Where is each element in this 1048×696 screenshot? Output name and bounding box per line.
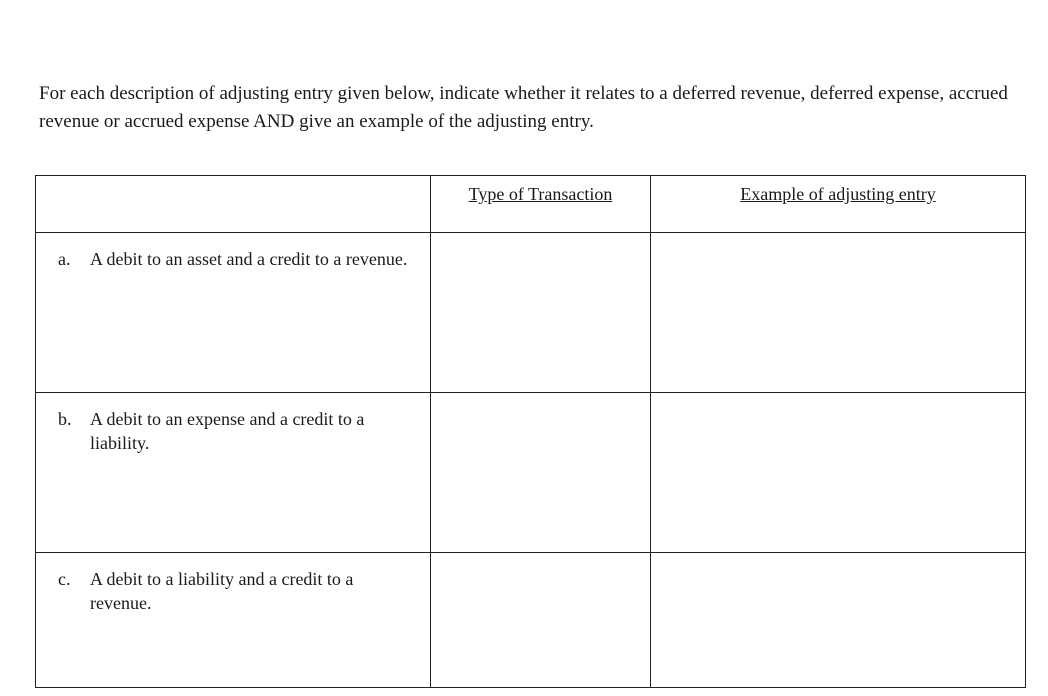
type-cell xyxy=(431,553,651,688)
table-header-row: Type of Transaction Example of adjusting… xyxy=(36,176,1026,233)
instructions-paragraph: For each description of adjusting entry … xyxy=(39,80,1013,135)
header-description xyxy=(36,176,431,233)
item-marker: a. xyxy=(58,247,76,271)
table-row: b. A debit to an expense and a credit to… xyxy=(36,393,1026,553)
description-cell: a. A debit to an asset and a credit to a… xyxy=(36,233,431,393)
header-type: Type of Transaction xyxy=(431,176,651,233)
header-example-label: Example of adjusting entry xyxy=(740,184,935,204)
example-cell xyxy=(651,233,1026,393)
header-type-label: Type of Transaction xyxy=(469,184,613,204)
item-text: A debit to an expense and a credit to a … xyxy=(90,407,418,456)
header-example: Example of adjusting entry xyxy=(651,176,1026,233)
adjusting-entries-table: Type of Transaction Example of adjusting… xyxy=(35,175,1026,688)
type-cell xyxy=(431,393,651,553)
type-cell xyxy=(431,233,651,393)
item-text: A debit to an asset and a credit to a re… xyxy=(90,247,418,271)
item-marker: c. xyxy=(58,567,76,591)
item-text: A debit to a liability and a credit to a… xyxy=(90,567,418,616)
description-cell: b. A debit to an expense and a credit to… xyxy=(36,393,431,553)
table-row: c. A debit to a liability and a credit t… xyxy=(36,553,1026,688)
table-row: a. A debit to an asset and a credit to a… xyxy=(36,233,1026,393)
description-cell: c. A debit to a liability and a credit t… xyxy=(36,553,431,688)
page: For each description of adjusting entry … xyxy=(0,0,1048,696)
example-cell xyxy=(651,393,1026,553)
example-cell xyxy=(651,553,1026,688)
item-marker: b. xyxy=(58,407,76,431)
